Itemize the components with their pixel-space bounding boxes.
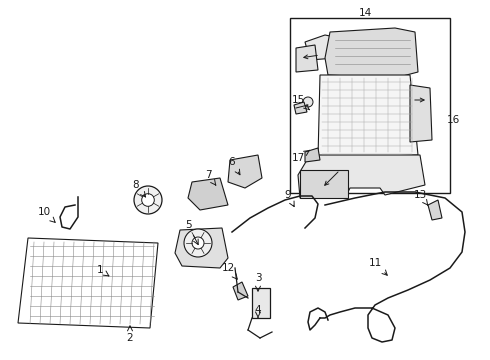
Text: 6: 6 <box>229 157 240 175</box>
Polygon shape <box>318 75 418 158</box>
Circle shape <box>192 237 204 249</box>
Text: 16: 16 <box>446 115 460 125</box>
Text: 14: 14 <box>358 8 371 18</box>
Polygon shape <box>18 238 158 328</box>
Circle shape <box>142 194 154 206</box>
Bar <box>290 18 450 193</box>
Circle shape <box>184 229 212 257</box>
Text: 5: 5 <box>185 220 198 244</box>
Text: 8: 8 <box>133 180 146 197</box>
Text: 2: 2 <box>127 326 133 343</box>
Polygon shape <box>228 155 262 188</box>
Polygon shape <box>296 45 318 72</box>
Circle shape <box>134 186 162 214</box>
Polygon shape <box>298 155 425 198</box>
Text: 9: 9 <box>285 190 294 207</box>
Polygon shape <box>325 28 418 78</box>
Polygon shape <box>233 282 248 300</box>
Polygon shape <box>428 200 442 220</box>
Text: 7: 7 <box>205 170 216 185</box>
Bar <box>252 288 270 318</box>
Polygon shape <box>305 148 320 162</box>
Circle shape <box>303 97 313 107</box>
Text: 10: 10 <box>37 207 55 222</box>
Text: 11: 11 <box>368 258 387 275</box>
Polygon shape <box>300 170 348 198</box>
Text: 3: 3 <box>255 273 261 291</box>
Text: 13: 13 <box>414 190 428 205</box>
Polygon shape <box>410 85 432 142</box>
Text: 17: 17 <box>292 150 310 163</box>
Text: 4: 4 <box>255 305 261 318</box>
Text: 15: 15 <box>292 95 309 110</box>
Text: 12: 12 <box>221 263 237 279</box>
Text: 1: 1 <box>97 265 109 276</box>
Polygon shape <box>188 178 228 210</box>
Polygon shape <box>294 102 307 114</box>
Polygon shape <box>305 35 340 60</box>
Polygon shape <box>175 228 228 268</box>
